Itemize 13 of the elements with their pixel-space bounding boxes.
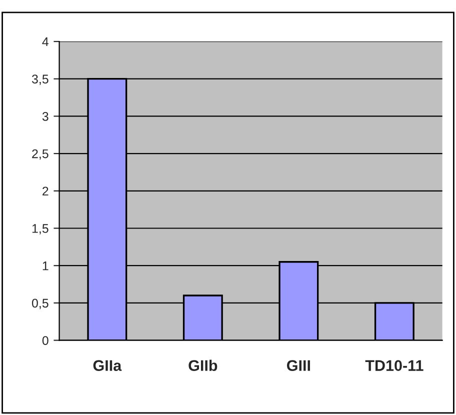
x-tick-label: GIIb	[188, 360, 218, 371]
y-tick-label: 1,5	[32, 224, 48, 234]
y-tick-label: 3	[42, 112, 48, 121]
y-tick-label: 0	[42, 336, 48, 345]
y-tick-label: 3,5	[32, 74, 48, 85]
y-tick-label: 0,5	[32, 298, 48, 310]
x-tick-label: TD10-11	[365, 360, 424, 371]
x-tick-label: GIII	[287, 360, 310, 371]
y-tick-label: 1	[42, 262, 48, 270]
y-tick-label: 2,5	[32, 149, 48, 160]
y-tick-label: 4	[42, 37, 48, 46]
y-tick-label: 2	[42, 186, 48, 196]
x-tick-label: GIIa	[93, 360, 122, 371]
